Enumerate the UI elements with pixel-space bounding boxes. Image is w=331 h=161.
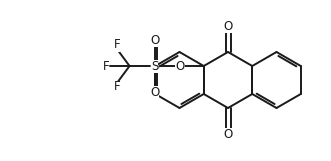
Text: F: F [114, 80, 120, 94]
Text: O: O [223, 128, 233, 141]
Text: F: F [114, 38, 120, 52]
Text: S: S [151, 60, 159, 72]
Text: O: O [150, 85, 159, 99]
Text: F: F [102, 60, 109, 72]
Text: O: O [150, 33, 159, 47]
Text: O: O [175, 60, 185, 72]
Text: O: O [223, 19, 233, 33]
